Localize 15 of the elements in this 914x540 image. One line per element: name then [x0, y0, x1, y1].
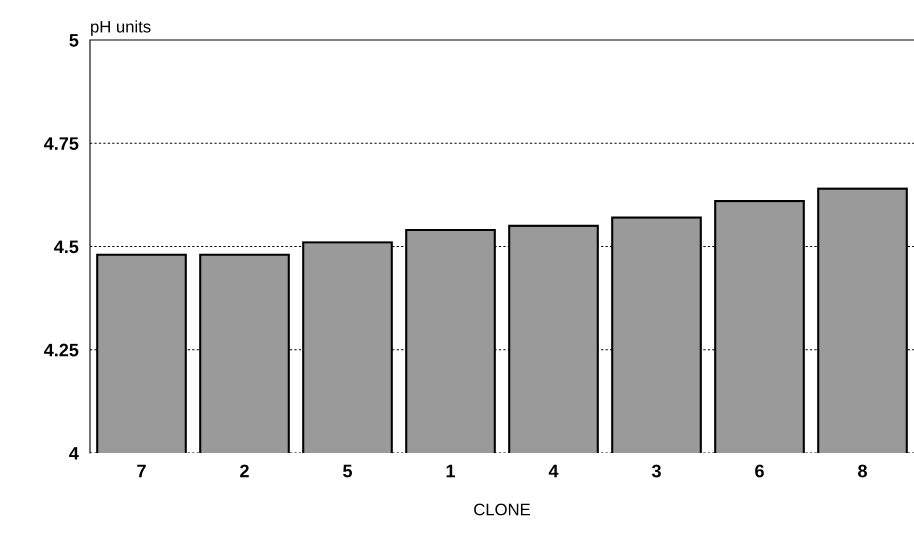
x-tick-label: 4	[548, 464, 558, 478]
x-tick-label: 8	[858, 464, 867, 478]
y-tick-label: 4.75	[44, 137, 78, 150]
y-tick-label: 4.25	[44, 344, 78, 356]
y-tick-label: 5	[69, 34, 78, 47]
y-tick-label: 4.5	[54, 240, 78, 254]
y-axis-title: pH units	[91, 20, 151, 36]
x-tick-label: 3	[652, 464, 661, 478]
x-axis-title: CLONE	[474, 504, 530, 516]
x-tick-label: 7	[137, 464, 146, 478]
x-tick-label: 2	[240, 464, 249, 478]
x-tick-label: 5	[343, 464, 352, 478]
x-tick-label: 6	[755, 464, 764, 478]
y-tick-label: 4	[69, 447, 79, 460]
x-tick-label: 1	[446, 464, 456, 478]
